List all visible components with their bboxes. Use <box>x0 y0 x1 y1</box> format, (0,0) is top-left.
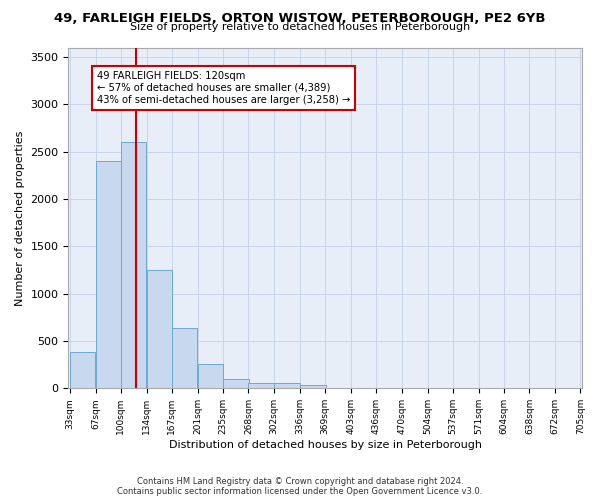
Text: Contains HM Land Registry data © Crown copyright and database right 2024.
Contai: Contains HM Land Registry data © Crown c… <box>118 476 482 496</box>
Bar <box>70 352 95 388</box>
Bar <box>300 384 326 388</box>
Bar <box>121 142 146 388</box>
Text: 49 FARLEIGH FIELDS: 120sqm
← 57% of detached houses are smaller (4,389)
43% of s: 49 FARLEIGH FIELDS: 120sqm ← 57% of deta… <box>97 72 350 104</box>
Bar <box>248 382 274 388</box>
Text: 49, FARLEIGH FIELDS, ORTON WISTOW, PETERBOROUGH, PE2 6YB: 49, FARLEIGH FIELDS, ORTON WISTOW, PETER… <box>54 12 546 26</box>
Bar <box>96 161 121 388</box>
Bar <box>274 383 299 388</box>
Bar <box>197 364 223 388</box>
Text: Size of property relative to detached houses in Peterborough: Size of property relative to detached ho… <box>130 22 470 32</box>
X-axis label: Distribution of detached houses by size in Peterborough: Distribution of detached houses by size … <box>169 440 482 450</box>
Y-axis label: Number of detached properties: Number of detached properties <box>15 130 25 306</box>
Bar <box>146 270 172 388</box>
Bar <box>172 328 197 388</box>
Bar <box>223 380 249 388</box>
